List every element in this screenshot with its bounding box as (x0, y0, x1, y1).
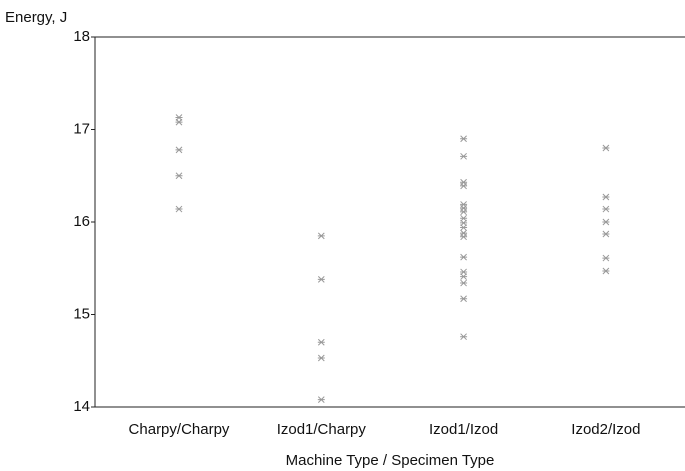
y-axis-label: Energy, J (5, 9, 67, 26)
point (602, 267, 610, 275)
point (602, 144, 610, 152)
point (602, 254, 610, 262)
point (460, 224, 468, 231)
point (460, 178, 468, 186)
point (460, 295, 468, 303)
y-tick-label: 14 (73, 398, 90, 415)
y-tick-label: 18 (73, 28, 90, 45)
point (460, 253, 468, 261)
point (460, 333, 468, 341)
point (317, 396, 325, 403)
point (460, 233, 468, 241)
point (602, 205, 610, 213)
point (175, 172, 183, 180)
point (460, 273, 468, 280)
point (602, 230, 610, 238)
point (460, 152, 468, 160)
point (175, 118, 183, 126)
point (460, 135, 468, 143)
point (175, 205, 183, 213)
point (317, 275, 325, 283)
point (460, 208, 468, 216)
x-tick-label: Charpy/Charpy (129, 421, 230, 438)
x-axis-label: Machine Type / Specimen Type (286, 452, 495, 469)
point (460, 201, 468, 208)
point (602, 218, 610, 226)
point (602, 193, 610, 201)
point (317, 354, 325, 362)
y-tick-label: 15 (73, 305, 90, 322)
x-tick-label: Izod2/Izod (571, 421, 640, 438)
point (460, 279, 468, 287)
y-tick-label: 17 (73, 120, 90, 137)
x-tick-label: Izod1/Charpy (277, 421, 367, 438)
point (317, 338, 325, 346)
x-tick-label: Izod1/Izod (429, 421, 498, 438)
point (317, 232, 325, 240)
point (460, 229, 468, 237)
point (460, 204, 468, 212)
point (175, 146, 183, 154)
point (460, 182, 468, 190)
y-tick-label: 16 (73, 213, 90, 230)
